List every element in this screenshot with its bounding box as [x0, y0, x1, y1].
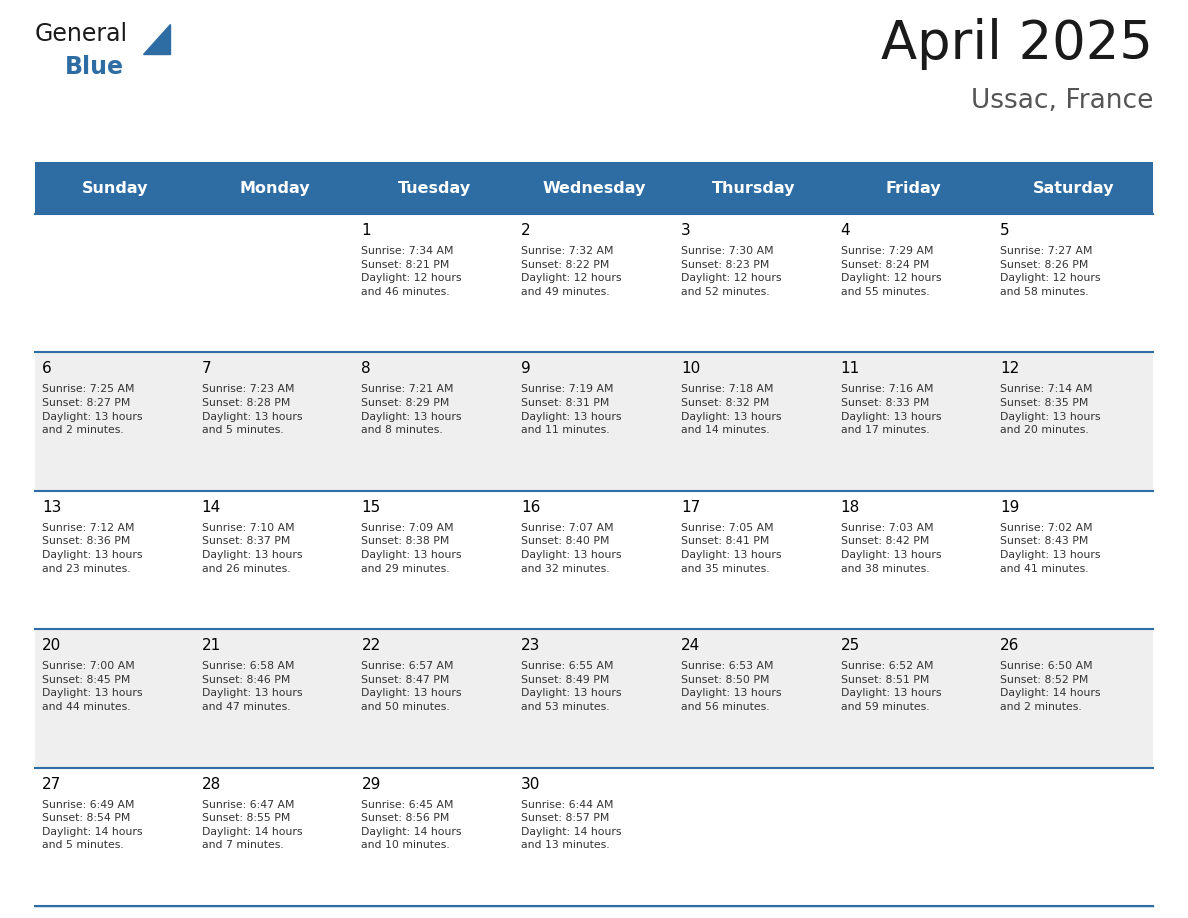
- Text: 24: 24: [681, 638, 700, 654]
- Text: 9: 9: [522, 362, 531, 376]
- Text: 10: 10: [681, 362, 700, 376]
- Text: 26: 26: [1000, 638, 1019, 654]
- Text: 19: 19: [1000, 499, 1019, 515]
- Text: Sunrise: 7:07 AM
Sunset: 8:40 PM
Daylight: 13 hours
and 32 minutes.: Sunrise: 7:07 AM Sunset: 8:40 PM Dayligh…: [522, 522, 621, 574]
- Text: 30: 30: [522, 777, 541, 791]
- Text: 13: 13: [42, 499, 62, 515]
- Text: Sunrise: 7:30 AM
Sunset: 8:23 PM
Daylight: 12 hours
and 52 minutes.: Sunrise: 7:30 AM Sunset: 8:23 PM Dayligh…: [681, 246, 782, 297]
- Text: 6: 6: [42, 362, 52, 376]
- Text: Sunrise: 7:29 AM
Sunset: 8:24 PM
Daylight: 12 hours
and 55 minutes.: Sunrise: 7:29 AM Sunset: 8:24 PM Dayligh…: [841, 246, 941, 297]
- Text: 28: 28: [202, 777, 221, 791]
- Text: 15: 15: [361, 499, 380, 515]
- Polygon shape: [143, 24, 170, 54]
- Bar: [34, 214, 1154, 353]
- Text: 23: 23: [522, 638, 541, 654]
- Text: Sunrise: 6:49 AM
Sunset: 8:54 PM
Daylight: 14 hours
and 5 minutes.: Sunrise: 6:49 AM Sunset: 8:54 PM Dayligh…: [42, 800, 143, 850]
- Text: Sunrise: 7:21 AM
Sunset: 8:29 PM
Daylight: 13 hours
and 8 minutes.: Sunrise: 7:21 AM Sunset: 8:29 PM Dayligh…: [361, 385, 462, 435]
- Text: Sunrise: 7:27 AM
Sunset: 8:26 PM
Daylight: 12 hours
and 58 minutes.: Sunrise: 7:27 AM Sunset: 8:26 PM Dayligh…: [1000, 246, 1101, 297]
- Bar: [34, 629, 1154, 767]
- Text: Sunrise: 6:58 AM
Sunset: 8:46 PM
Daylight: 13 hours
and 47 minutes.: Sunrise: 6:58 AM Sunset: 8:46 PM Dayligh…: [202, 661, 302, 712]
- Text: 25: 25: [841, 638, 860, 654]
- Text: 4: 4: [841, 223, 851, 238]
- Text: 1: 1: [361, 223, 371, 238]
- Text: Wednesday: Wednesday: [542, 181, 646, 196]
- Text: Sunrise: 7:25 AM
Sunset: 8:27 PM
Daylight: 13 hours
and 2 minutes.: Sunrise: 7:25 AM Sunset: 8:27 PM Dayligh…: [42, 385, 143, 435]
- Text: Blue: Blue: [65, 55, 124, 79]
- Text: 7: 7: [202, 362, 211, 376]
- Text: Sunrise: 7:18 AM
Sunset: 8:32 PM
Daylight: 13 hours
and 14 minutes.: Sunrise: 7:18 AM Sunset: 8:32 PM Dayligh…: [681, 385, 782, 435]
- Bar: [34, 353, 1154, 491]
- Text: 2: 2: [522, 223, 531, 238]
- Text: Sunrise: 6:50 AM
Sunset: 8:52 PM
Daylight: 14 hours
and 2 minutes.: Sunrise: 6:50 AM Sunset: 8:52 PM Dayligh…: [1000, 661, 1101, 712]
- Text: General: General: [34, 22, 128, 46]
- Bar: [993, 162, 1154, 214]
- Text: Friday: Friday: [885, 181, 941, 196]
- Text: Sunrise: 6:57 AM
Sunset: 8:47 PM
Daylight: 13 hours
and 50 minutes.: Sunrise: 6:57 AM Sunset: 8:47 PM Dayligh…: [361, 661, 462, 712]
- Text: Sunrise: 7:03 AM
Sunset: 8:42 PM
Daylight: 13 hours
and 38 minutes.: Sunrise: 7:03 AM Sunset: 8:42 PM Dayligh…: [841, 522, 941, 574]
- Bar: [195, 162, 354, 214]
- Text: Sunrise: 7:32 AM
Sunset: 8:22 PM
Daylight: 12 hours
and 49 minutes.: Sunrise: 7:32 AM Sunset: 8:22 PM Dayligh…: [522, 246, 621, 297]
- Text: Sunrise: 7:09 AM
Sunset: 8:38 PM
Daylight: 13 hours
and 29 minutes.: Sunrise: 7:09 AM Sunset: 8:38 PM Dayligh…: [361, 522, 462, 574]
- Text: Sunrise: 7:05 AM
Sunset: 8:41 PM
Daylight: 13 hours
and 35 minutes.: Sunrise: 7:05 AM Sunset: 8:41 PM Dayligh…: [681, 522, 782, 574]
- Text: Saturday: Saturday: [1032, 181, 1114, 196]
- Text: 18: 18: [841, 499, 860, 515]
- Text: Sunday: Sunday: [82, 181, 148, 196]
- Text: Sunrise: 7:19 AM
Sunset: 8:31 PM
Daylight: 13 hours
and 11 minutes.: Sunrise: 7:19 AM Sunset: 8:31 PM Dayligh…: [522, 385, 621, 435]
- Text: April 2025: April 2025: [881, 18, 1154, 70]
- Text: Sunrise: 7:02 AM
Sunset: 8:43 PM
Daylight: 13 hours
and 41 minutes.: Sunrise: 7:02 AM Sunset: 8:43 PM Dayligh…: [1000, 522, 1101, 574]
- Text: 27: 27: [42, 777, 62, 791]
- Text: 14: 14: [202, 499, 221, 515]
- Text: Monday: Monday: [239, 181, 310, 196]
- Text: 20: 20: [42, 638, 62, 654]
- Text: Sunrise: 6:44 AM
Sunset: 8:57 PM
Daylight: 14 hours
and 13 minutes.: Sunrise: 6:44 AM Sunset: 8:57 PM Dayligh…: [522, 800, 621, 850]
- Text: Sunrise: 7:12 AM
Sunset: 8:36 PM
Daylight: 13 hours
and 23 minutes.: Sunrise: 7:12 AM Sunset: 8:36 PM Dayligh…: [42, 522, 143, 574]
- Bar: [34, 767, 1154, 906]
- Text: Sunrise: 7:34 AM
Sunset: 8:21 PM
Daylight: 12 hours
and 46 minutes.: Sunrise: 7:34 AM Sunset: 8:21 PM Dayligh…: [361, 246, 462, 297]
- Bar: [354, 162, 514, 214]
- Bar: [674, 162, 834, 214]
- Bar: [834, 162, 993, 214]
- Text: 11: 11: [841, 362, 860, 376]
- Text: Sunrise: 7:23 AM
Sunset: 8:28 PM
Daylight: 13 hours
and 5 minutes.: Sunrise: 7:23 AM Sunset: 8:28 PM Dayligh…: [202, 385, 302, 435]
- Text: 12: 12: [1000, 362, 1019, 376]
- Text: Sunrise: 6:45 AM
Sunset: 8:56 PM
Daylight: 14 hours
and 10 minutes.: Sunrise: 6:45 AM Sunset: 8:56 PM Dayligh…: [361, 800, 462, 850]
- Text: Sunrise: 7:00 AM
Sunset: 8:45 PM
Daylight: 13 hours
and 44 minutes.: Sunrise: 7:00 AM Sunset: 8:45 PM Dayligh…: [42, 661, 143, 712]
- Text: 17: 17: [681, 499, 700, 515]
- Text: 22: 22: [361, 638, 380, 654]
- Text: Thursday: Thursday: [712, 181, 796, 196]
- Text: Ussac, France: Ussac, France: [971, 88, 1154, 114]
- Text: 16: 16: [522, 499, 541, 515]
- Text: Sunrise: 6:52 AM
Sunset: 8:51 PM
Daylight: 13 hours
and 59 minutes.: Sunrise: 6:52 AM Sunset: 8:51 PM Dayligh…: [841, 661, 941, 712]
- Text: 21: 21: [202, 638, 221, 654]
- Text: Sunrise: 6:55 AM
Sunset: 8:49 PM
Daylight: 13 hours
and 53 minutes.: Sunrise: 6:55 AM Sunset: 8:49 PM Dayligh…: [522, 661, 621, 712]
- Text: 3: 3: [681, 223, 690, 238]
- Text: Tuesday: Tuesday: [398, 181, 470, 196]
- Bar: [514, 162, 674, 214]
- Bar: [34, 162, 195, 214]
- Text: Sunrise: 7:10 AM
Sunset: 8:37 PM
Daylight: 13 hours
and 26 minutes.: Sunrise: 7:10 AM Sunset: 8:37 PM Dayligh…: [202, 522, 302, 574]
- Text: 29: 29: [361, 777, 381, 791]
- Bar: [34, 491, 1154, 629]
- Text: Sunrise: 7:14 AM
Sunset: 8:35 PM
Daylight: 13 hours
and 20 minutes.: Sunrise: 7:14 AM Sunset: 8:35 PM Dayligh…: [1000, 385, 1101, 435]
- Text: Sunrise: 6:53 AM
Sunset: 8:50 PM
Daylight: 13 hours
and 56 minutes.: Sunrise: 6:53 AM Sunset: 8:50 PM Dayligh…: [681, 661, 782, 712]
- Text: 8: 8: [361, 362, 371, 376]
- Text: Sunrise: 7:16 AM
Sunset: 8:33 PM
Daylight: 13 hours
and 17 minutes.: Sunrise: 7:16 AM Sunset: 8:33 PM Dayligh…: [841, 385, 941, 435]
- Text: Sunrise: 6:47 AM
Sunset: 8:55 PM
Daylight: 14 hours
and 7 minutes.: Sunrise: 6:47 AM Sunset: 8:55 PM Dayligh…: [202, 800, 302, 850]
- Text: 5: 5: [1000, 223, 1010, 238]
